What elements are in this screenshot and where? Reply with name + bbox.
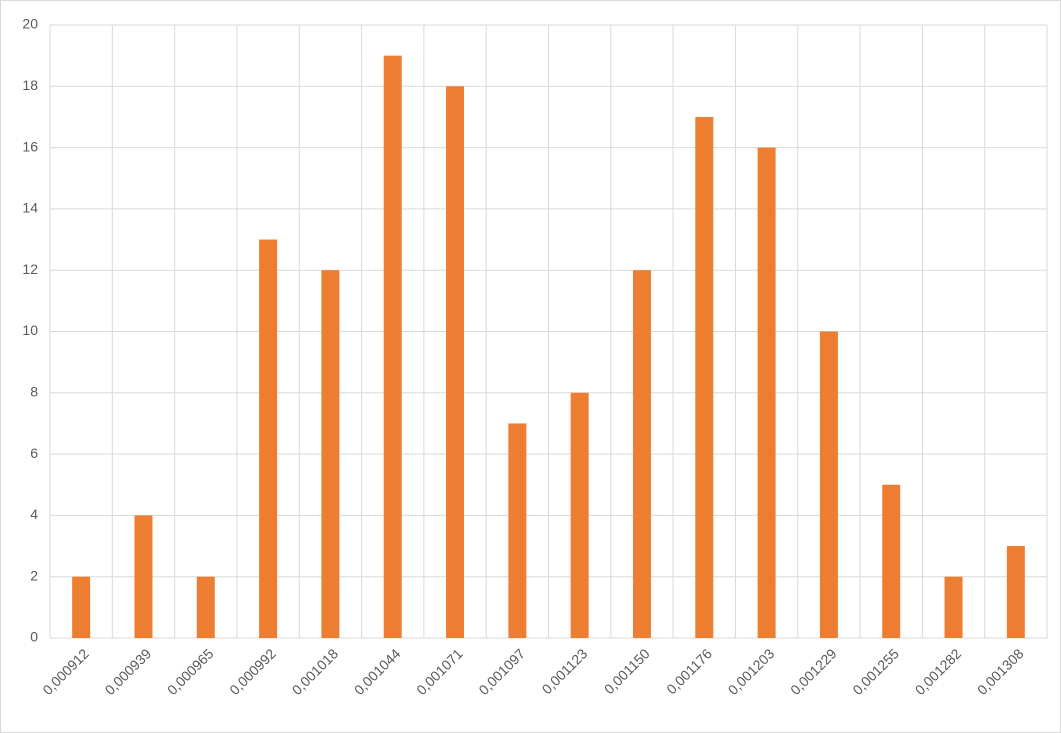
y-tick-label: 14 <box>22 200 38 216</box>
bar <box>819 331 838 638</box>
y-tick-label: 16 <box>22 138 38 154</box>
bar <box>72 576 91 638</box>
bar <box>134 515 153 638</box>
bar <box>259 239 278 639</box>
bar <box>632 270 651 638</box>
bar <box>196 576 215 638</box>
y-tick-label: 0 <box>30 629 38 645</box>
bar <box>757 147 776 638</box>
bar <box>944 576 963 638</box>
bar <box>1006 546 1025 638</box>
bar <box>321 270 340 638</box>
y-tick-label: 4 <box>30 506 38 522</box>
bar <box>570 392 589 638</box>
y-tick-label: 20 <box>22 16 38 32</box>
y-tick-label: 10 <box>22 322 38 338</box>
bar <box>383 55 402 638</box>
bar <box>446 86 465 639</box>
y-tick-label: 2 <box>30 567 38 583</box>
y-tick-label: 8 <box>30 384 38 400</box>
y-tick-label: 18 <box>22 77 38 93</box>
bar <box>508 423 527 638</box>
bar <box>882 484 901 638</box>
y-tick-label: 6 <box>30 445 38 461</box>
y-tick-label: 12 <box>22 261 38 277</box>
bar <box>695 116 714 638</box>
